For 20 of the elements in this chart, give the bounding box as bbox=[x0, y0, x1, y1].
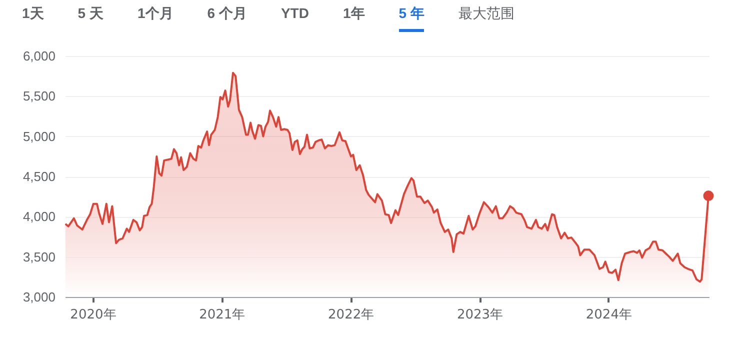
text: 最大范围 bbox=[458, 4, 514, 23]
y-tick-label: 3,000 bbox=[22, 290, 56, 304]
x-tick-label: 2024年 bbox=[586, 308, 632, 322]
text: 1年 bbox=[342, 4, 365, 23]
text: YTD bbox=[280, 4, 309, 23]
text: 1个月 bbox=[137, 4, 174, 23]
x-tick-label: 2020年 bbox=[70, 308, 116, 322]
x-tick-label: 2022年 bbox=[328, 308, 374, 322]
y-tick-label: 6,000 bbox=[22, 48, 56, 64]
text: 1天 bbox=[22, 4, 44, 23]
y-tick-label: 4,500 bbox=[22, 169, 56, 184]
y-tick-label: 5,000 bbox=[22, 128, 56, 144]
text: 5 天 bbox=[78, 4, 104, 23]
y-tick-label: 3,500 bbox=[22, 249, 56, 264]
y-tick-label: 5,500 bbox=[22, 88, 56, 104]
x-tick-label: 2021年 bbox=[199, 308, 246, 322]
text: 6 个月 bbox=[207, 4, 247, 23]
x-tick-label: 2023年 bbox=[456, 308, 504, 322]
text: 5 年 bbox=[398, 2, 424, 32]
y-tick-label: 4,000 bbox=[22, 209, 56, 224]
